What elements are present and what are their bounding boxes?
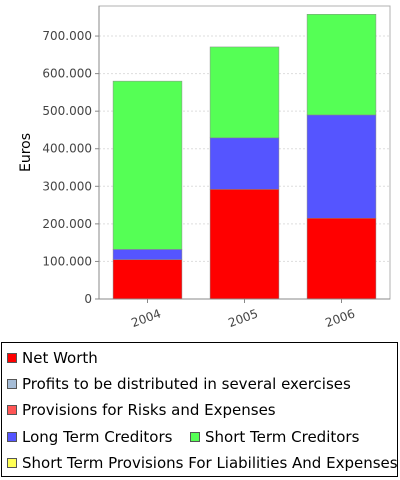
bar-segment (209, 46, 280, 139)
bar-segment (306, 114, 377, 219)
y-axis-label: Euros (18, 133, 34, 172)
legend-label: Net Worth (22, 349, 98, 367)
bar-segment (209, 189, 280, 300)
chart-legend: Net Worth Profits to be distributed in s… (1, 342, 398, 477)
y-tick-label: 100.000 (42, 254, 92, 268)
y-tick-label: 500.000 (42, 104, 92, 118)
legend-swatch (7, 353, 17, 363)
bar-segment (209, 137, 280, 190)
bar-segment (112, 80, 183, 250)
bar-segment (306, 217, 377, 300)
legend-item-short-term-creditors: Short Term Creditors (190, 428, 359, 446)
legend-label: Short Term Creditors (205, 428, 360, 446)
legend-label: Provisions for Risks and Expenses (22, 401, 276, 419)
bar-segment (306, 14, 377, 116)
legend-swatch (7, 432, 17, 442)
legend-item-short-term-provisions: Short Term Provisions For Liabilities An… (7, 454, 398, 472)
y-tick-label: 200.000 (42, 217, 92, 231)
stacked-bar-chart: 0 100.000 200.000 300.000 400.000 500.000 600.… (18, 5, 391, 330)
legend-item-net-worth: Net Worth (7, 349, 98, 367)
bar-segment (112, 249, 183, 260)
legend-item-provisions: Provisions for Risks and Expenses (7, 401, 276, 419)
y-tick-label: 0 (84, 292, 92, 306)
legend-swatch (7, 458, 17, 468)
legend-label: Profits to be distributed in several exe… (22, 375, 351, 393)
bar-segment (112, 259, 183, 300)
x-tick-label: 2006 (323, 306, 356, 330)
y-tick-label: 300.000 (42, 179, 92, 193)
legend-swatch (7, 405, 17, 415)
legend-swatch (7, 379, 17, 389)
y-tick-label: 600.000 (42, 67, 92, 81)
legend-label: Short Term Provisions For Liabilities An… (22, 454, 398, 472)
legend-item-long-term-creditors: Long Term Creditors (7, 428, 172, 446)
legend-swatch (190, 432, 200, 442)
x-tick-label: 2005 (226, 306, 259, 330)
legend-label: Long Term Creditors (22, 428, 173, 446)
y-tick-label: 400.000 (42, 142, 92, 156)
legend-item-profits: Profits to be distributed in several exe… (7, 375, 351, 393)
x-tick-label: 2004 (129, 306, 162, 330)
y-tick-label: 700.000 (42, 29, 92, 43)
